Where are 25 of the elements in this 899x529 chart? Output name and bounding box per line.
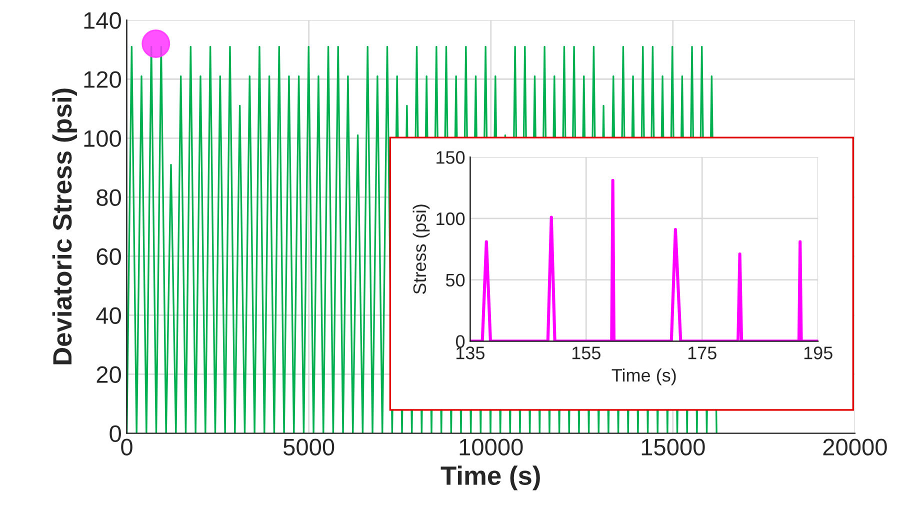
y-axis-title: Deviatoric Stress (psi) — [52, 88, 77, 364]
x-axis-title: Time (s) — [440, 466, 540, 490]
y-tick-label: 140 — [84, 12, 121, 29]
y-axis-title: Stress (psi) — [412, 204, 430, 294]
x-tick-label: 195 — [804, 346, 832, 360]
x-tick-label: 10000 — [460, 438, 523, 456]
x-axis-title: Time (s) — [612, 368, 676, 386]
y-tick-label: 20 — [96, 366, 121, 384]
x-tick-label: 135 — [456, 346, 484, 360]
y-tick-label: 40 — [96, 307, 121, 324]
y-tick-label: 80 — [96, 189, 121, 206]
y-tick-label: 150 — [436, 151, 465, 164]
x-tick-label: 15000 — [642, 438, 705, 456]
y-tick-label: 100 — [436, 212, 465, 226]
y-tick-label: 50 — [446, 274, 465, 287]
x-tick-label: 155 — [572, 346, 600, 360]
y-tick-label: 60 — [96, 248, 121, 265]
y-tick-label: 0 — [110, 425, 121, 442]
x-tick-label: 20000 — [823, 438, 887, 456]
x-tick-label: 175 — [688, 346, 716, 360]
x-tick-label: 0 — [121, 438, 132, 456]
y-tick-label: 100 — [84, 130, 121, 147]
y-tick-label: 120 — [84, 71, 121, 88]
x-tick-label: 5000 — [283, 438, 334, 456]
y-tick-label: 0 — [456, 335, 465, 348]
